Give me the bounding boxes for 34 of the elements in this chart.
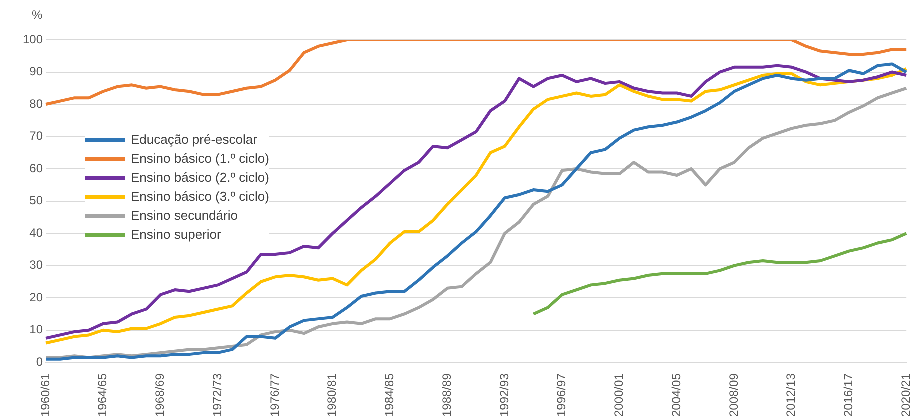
x-tick-label: 1988/89 — [440, 373, 454, 418]
y-tick-label: 10 — [30, 322, 44, 337]
x-tick-label: 1992/93 — [497, 373, 512, 418]
x-tick-label: 1968/69 — [153, 373, 168, 418]
legend-label: Ensino básico (3.º ciclo) — [131, 189, 270, 204]
x-tick-label: 2008/09 — [726, 373, 741, 418]
legend-label: Ensino superior — [131, 227, 222, 242]
x-tick-label: 2012/13 — [784, 373, 798, 418]
y-tick-label: 40 — [30, 226, 44, 240]
x-tick-label: 2016/17 — [842, 373, 856, 418]
y-axis-title: % — [32, 8, 43, 22]
legend-label: Ensino básico (2.º ciclo) — [131, 170, 270, 185]
y-tick-label: 50 — [30, 194, 44, 208]
y-tick-label: 0 — [36, 354, 44, 369]
x-tick-label: 2004/05 — [669, 373, 684, 418]
x-tick-label: 1984/85 — [382, 373, 397, 418]
y-tick-label: 90 — [30, 64, 44, 79]
x-tick-label: 1980/81 — [325, 373, 340, 418]
x-tick-label: 2000/01 — [612, 373, 626, 418]
x-tick-label: 1976/77 — [268, 373, 282, 418]
x-tick-label: 1964/65 — [96, 373, 110, 418]
y-tick-label: 30 — [30, 258, 44, 272]
legend-label: Ensino secundário — [131, 208, 238, 223]
y-tick-label: 60 — [30, 161, 44, 176]
y-tick-label: 70 — [30, 129, 44, 144]
x-tick-label: 1996/97 — [554, 373, 569, 418]
y-tick-label: 20 — [30, 290, 44, 304]
x-tick-label: 2020/21 — [898, 373, 913, 418]
y-tick-label: 100 — [22, 32, 44, 46]
x-tick-label: 1960/61 — [38, 373, 52, 418]
legend-label: Educação pré-escolar — [131, 132, 258, 147]
x-tick-label: 1972/73 — [210, 373, 224, 418]
y-tick-label: 80 — [30, 96, 44, 111]
legend-label: Ensino básico (1.º ciclo) — [131, 151, 270, 166]
